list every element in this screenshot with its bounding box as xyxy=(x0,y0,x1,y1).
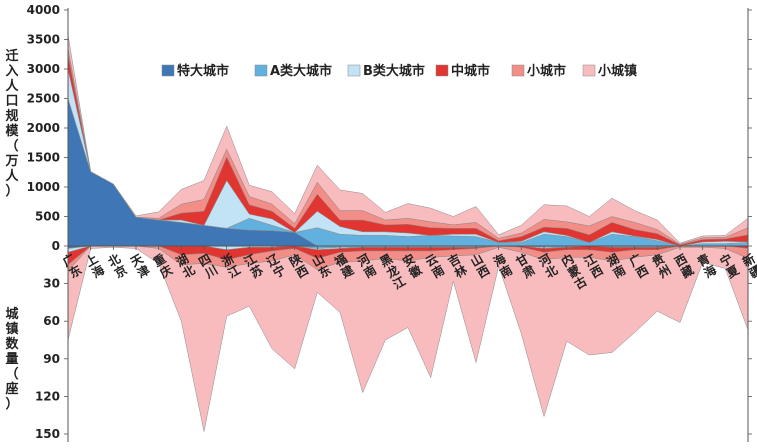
axis-titles: 迁入人口规模（万人） 城镇数量（座） xyxy=(4,48,19,412)
y-tick-label: 60 xyxy=(43,314,60,328)
province-label-text: 北京 xyxy=(105,251,129,281)
province-label: 新疆 xyxy=(740,251,757,281)
y-tick-label: 150 xyxy=(35,427,60,441)
y-axis-title-bottom: 城镇数量（座） xyxy=(4,306,19,412)
legend-swatch xyxy=(435,64,449,77)
province-label: 北京 xyxy=(105,251,129,281)
y-tick-label: 500 xyxy=(35,210,60,224)
y-tick-label: 2500 xyxy=(27,92,60,106)
y-axis-title-top: 迁入人口规模（万人） xyxy=(4,48,19,199)
legend-label: 中城市 xyxy=(451,63,490,79)
y-tick-label: 2000 xyxy=(27,121,60,135)
y-tick-label: 3500 xyxy=(27,33,60,47)
y-tick-label: 30 xyxy=(43,277,60,291)
y-tick-label: 0 xyxy=(52,239,60,253)
y-tick-label: 120 xyxy=(35,389,60,403)
y-tick-label: 1500 xyxy=(27,151,60,165)
legend-swatch xyxy=(511,64,525,77)
legend-swatch xyxy=(254,64,268,77)
legend-label: 小城镇 xyxy=(598,63,637,79)
legend-label: B类大城市 xyxy=(363,63,425,79)
legend-label: 特大城市 xyxy=(177,63,229,79)
legend: 特大城市 A类大城市 B类大城市 中城市 小城市 小城镇 xyxy=(161,63,637,79)
legend-label: A类大城市 xyxy=(270,63,332,79)
legend-swatch xyxy=(347,64,361,77)
province-label-text: 新疆 xyxy=(740,251,757,281)
y-tick-label: 4000 xyxy=(27,3,60,17)
y-tick-label: 3000 xyxy=(27,62,60,76)
y-tick-label: 90 xyxy=(43,352,60,366)
y-tick-label: 1000 xyxy=(27,180,60,194)
legend-swatch xyxy=(161,64,175,77)
axes xyxy=(64,8,752,442)
legend-label: 小城市 xyxy=(527,63,566,79)
legend-swatch xyxy=(582,64,596,77)
y-tick-labels: 4000 3500 3000 2500 2000 1500 1000 500 0 30 60 90 12… xyxy=(27,3,60,441)
